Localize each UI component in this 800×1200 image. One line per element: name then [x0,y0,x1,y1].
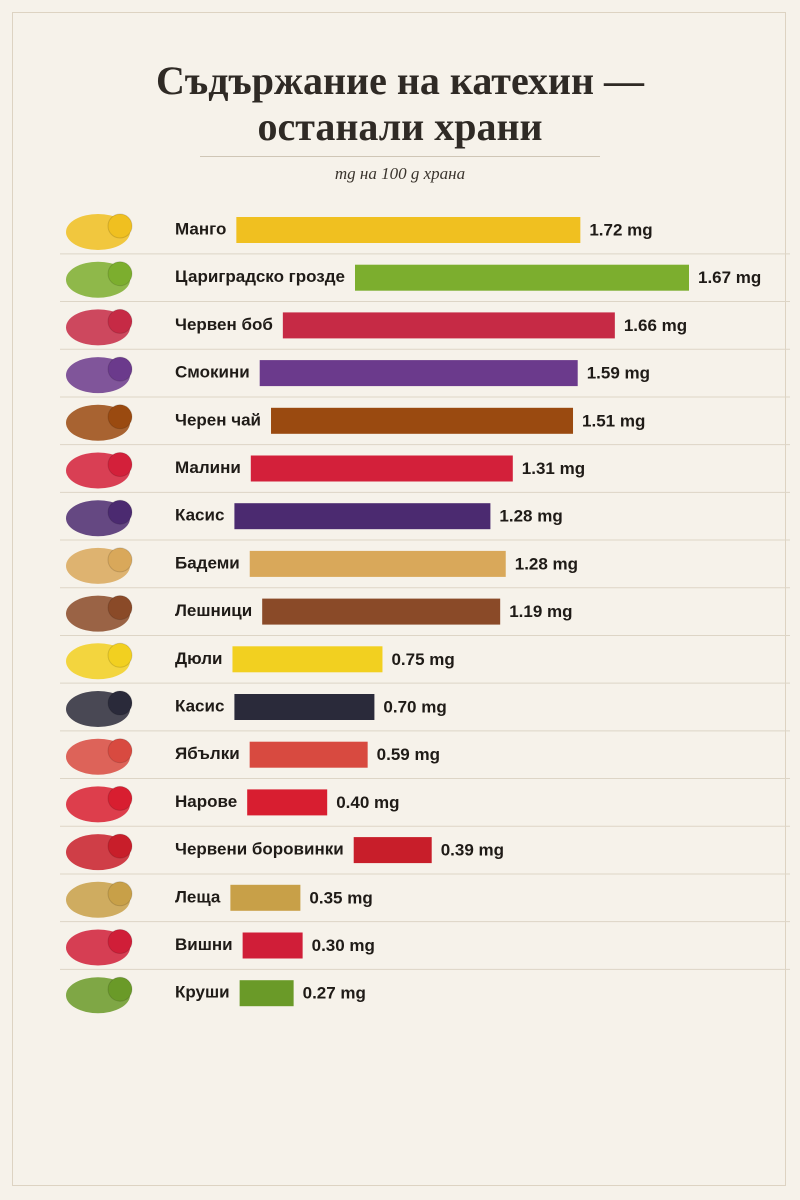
food-icon-detail [107,690,133,716]
bar [282,312,615,339]
frame [12,12,786,1186]
bar [234,503,491,530]
bar [234,694,375,720]
category-label: Лешници [175,601,252,620]
bar [230,884,301,911]
category-label: Дюли [175,649,222,668]
bar [242,932,303,959]
value-label: 0.27 mg [303,984,366,1003]
bar [247,789,328,816]
category-label: Манго [175,219,226,238]
food-icon-detail [107,929,133,954]
category-label: Малини [175,458,241,477]
bar [250,455,513,482]
food-icon-detail [107,356,133,382]
food-icon-detail [107,881,133,907]
value-label: 1.59 mg [587,364,650,383]
category-label: Касис [175,506,224,525]
category-label: Леща [175,887,221,906]
category-label: Червени боровинки [175,840,344,859]
value-label: 0.70 mg [383,697,446,716]
chart-subtitle: mg на 100 g храна [334,164,466,183]
value-label: 1.66 mg [624,316,687,335]
food-icon-detail [107,499,133,525]
bar [259,360,578,387]
value-label: 0.75 mg [391,650,454,669]
bar [353,837,432,864]
food-icon-detail [107,308,133,334]
category-label: Смокини [175,363,250,382]
value-label: 1.67 mg [698,268,761,287]
category-label: Бадеми [175,553,240,572]
value-label: 0.40 mg [336,793,399,812]
food-icon-detail [107,404,133,430]
value-label: 0.35 mg [309,888,372,907]
food-icon-detail [107,738,133,764]
value-label: 1.72 mg [589,220,652,239]
food-icon-detail [107,261,133,287]
food-icon-detail [107,785,133,811]
bar [249,550,506,577]
category-label: Вишни [175,935,233,954]
food-icon-detail [107,213,133,239]
value-label: 0.30 mg [312,936,375,955]
category-label: Черен чай [175,410,261,429]
value-label: 1.51 mg [582,411,645,430]
value-label: 0.39 mg [441,841,504,860]
value-label: 1.28 mg [515,554,578,573]
category-label: Цариградско грозде [175,267,345,286]
category-label: Нарове [175,792,237,811]
category-label: Червен боб [175,315,273,334]
bar [239,980,294,1007]
food-icon-detail [107,547,133,573]
bar [232,646,383,673]
food-icon-detail [107,452,133,477]
value-label: 1.19 mg [509,602,572,621]
value-label: 0.59 mg [377,745,440,764]
bar [236,217,581,243]
food-icon-detail [107,595,133,621]
bar [262,598,501,625]
food-icon-detail [107,833,133,859]
title-rule [200,156,600,157]
bar [249,741,368,768]
chart-title: Съдържание на катехин — останали храни [155,58,644,149]
category-label: Касис [175,696,224,715]
category-label: Ябълки [175,744,240,763]
value-label: 1.31 mg [522,459,585,478]
bar [271,407,574,434]
food-icon-detail [107,976,133,1002]
bar [355,264,689,291]
food-icon-detail [107,642,133,668]
value-label: 1.28 mg [499,507,562,526]
category-label: Круши [175,983,230,1002]
